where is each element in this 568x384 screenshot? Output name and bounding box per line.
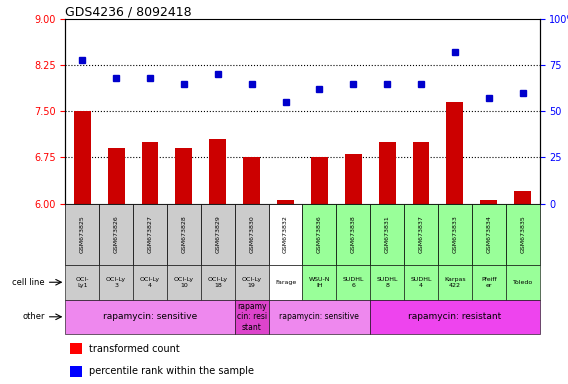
Bar — [379, 142, 396, 204]
Text: OCI-Ly
4: OCI-Ly 4 — [140, 277, 160, 288]
Text: GDS4236 / 8092418: GDS4236 / 8092418 — [65, 5, 192, 18]
Bar — [345, 154, 362, 204]
Text: OCI-Ly
3: OCI-Ly 3 — [106, 277, 126, 288]
Text: GSM673830: GSM673830 — [249, 215, 254, 253]
Text: SUDHL
4: SUDHL 4 — [410, 277, 432, 288]
FancyBboxPatch shape — [370, 300, 540, 334]
FancyBboxPatch shape — [201, 265, 235, 300]
FancyBboxPatch shape — [303, 204, 336, 265]
Text: transformed count: transformed count — [89, 344, 180, 354]
FancyBboxPatch shape — [133, 204, 167, 265]
Text: SUDHL
8: SUDHL 8 — [377, 277, 398, 288]
Bar — [481, 200, 497, 204]
Bar — [70, 366, 82, 376]
Text: OCI-Ly
18: OCI-Ly 18 — [208, 277, 228, 288]
FancyBboxPatch shape — [269, 300, 370, 334]
FancyBboxPatch shape — [506, 204, 540, 265]
Text: OCI-Ly
19: OCI-Ly 19 — [241, 277, 262, 288]
FancyBboxPatch shape — [167, 204, 201, 265]
FancyBboxPatch shape — [336, 265, 370, 300]
FancyBboxPatch shape — [404, 265, 438, 300]
FancyBboxPatch shape — [201, 204, 235, 265]
Bar — [446, 102, 463, 204]
FancyBboxPatch shape — [65, 204, 99, 265]
FancyBboxPatch shape — [133, 265, 167, 300]
Text: other: other — [23, 312, 45, 321]
FancyBboxPatch shape — [65, 300, 235, 334]
Text: GSM673829: GSM673829 — [215, 215, 220, 253]
Bar — [74, 111, 91, 204]
Text: WSU-N
IH: WSU-N IH — [308, 277, 330, 288]
FancyBboxPatch shape — [99, 265, 133, 300]
FancyBboxPatch shape — [65, 265, 99, 300]
Text: cell line: cell line — [12, 278, 45, 287]
FancyBboxPatch shape — [370, 265, 404, 300]
Bar — [141, 142, 158, 204]
Text: GSM673832: GSM673832 — [283, 215, 288, 253]
FancyBboxPatch shape — [303, 265, 336, 300]
Text: percentile rank within the sample: percentile rank within the sample — [89, 366, 254, 376]
FancyBboxPatch shape — [235, 265, 269, 300]
FancyBboxPatch shape — [99, 204, 133, 265]
Text: GSM673825: GSM673825 — [80, 215, 85, 253]
FancyBboxPatch shape — [269, 265, 303, 300]
FancyBboxPatch shape — [438, 265, 472, 300]
Bar — [514, 191, 531, 204]
Text: Karpas
422: Karpas 422 — [444, 277, 466, 288]
Bar — [108, 148, 124, 204]
Text: OCI-Ly
10: OCI-Ly 10 — [174, 277, 194, 288]
Text: GSM673838: GSM673838 — [351, 215, 356, 253]
Bar — [209, 139, 226, 204]
Text: GSM673827: GSM673827 — [148, 215, 153, 253]
Text: Farage: Farage — [275, 280, 296, 285]
Text: GSM673834: GSM673834 — [486, 215, 491, 253]
FancyBboxPatch shape — [269, 204, 303, 265]
FancyBboxPatch shape — [167, 265, 201, 300]
Text: GSM673826: GSM673826 — [114, 215, 119, 253]
Text: rapamycin: sensitive: rapamycin: sensitive — [103, 312, 197, 321]
Text: OCI-
Ly1: OCI- Ly1 — [76, 277, 89, 288]
Bar — [412, 142, 429, 204]
Text: Toledo: Toledo — [512, 280, 533, 285]
FancyBboxPatch shape — [404, 204, 438, 265]
Text: GSM673835: GSM673835 — [520, 215, 525, 253]
Text: GSM673833: GSM673833 — [452, 215, 457, 253]
Text: GSM673837: GSM673837 — [419, 215, 424, 253]
Text: rapamycin: sensitive: rapamycin: sensitive — [279, 312, 360, 321]
Text: SUDHL
6: SUDHL 6 — [343, 277, 364, 288]
FancyBboxPatch shape — [472, 265, 506, 300]
FancyBboxPatch shape — [506, 265, 540, 300]
FancyBboxPatch shape — [370, 204, 404, 265]
Bar — [311, 157, 328, 204]
Text: Pfeiff
er: Pfeiff er — [481, 277, 496, 288]
Bar — [176, 148, 193, 204]
Text: GSM673828: GSM673828 — [181, 215, 186, 253]
FancyBboxPatch shape — [438, 204, 472, 265]
FancyBboxPatch shape — [235, 300, 269, 334]
Bar — [243, 157, 260, 204]
Bar — [277, 200, 294, 204]
Text: rapamy
cin: resi
stant: rapamy cin: resi stant — [237, 302, 267, 332]
Bar — [70, 343, 82, 354]
FancyBboxPatch shape — [336, 204, 370, 265]
Text: GSM673836: GSM673836 — [317, 215, 322, 253]
FancyBboxPatch shape — [472, 204, 506, 265]
Text: GSM673831: GSM673831 — [385, 215, 390, 253]
FancyBboxPatch shape — [235, 204, 269, 265]
Text: rapamycin: resistant: rapamycin: resistant — [408, 312, 502, 321]
